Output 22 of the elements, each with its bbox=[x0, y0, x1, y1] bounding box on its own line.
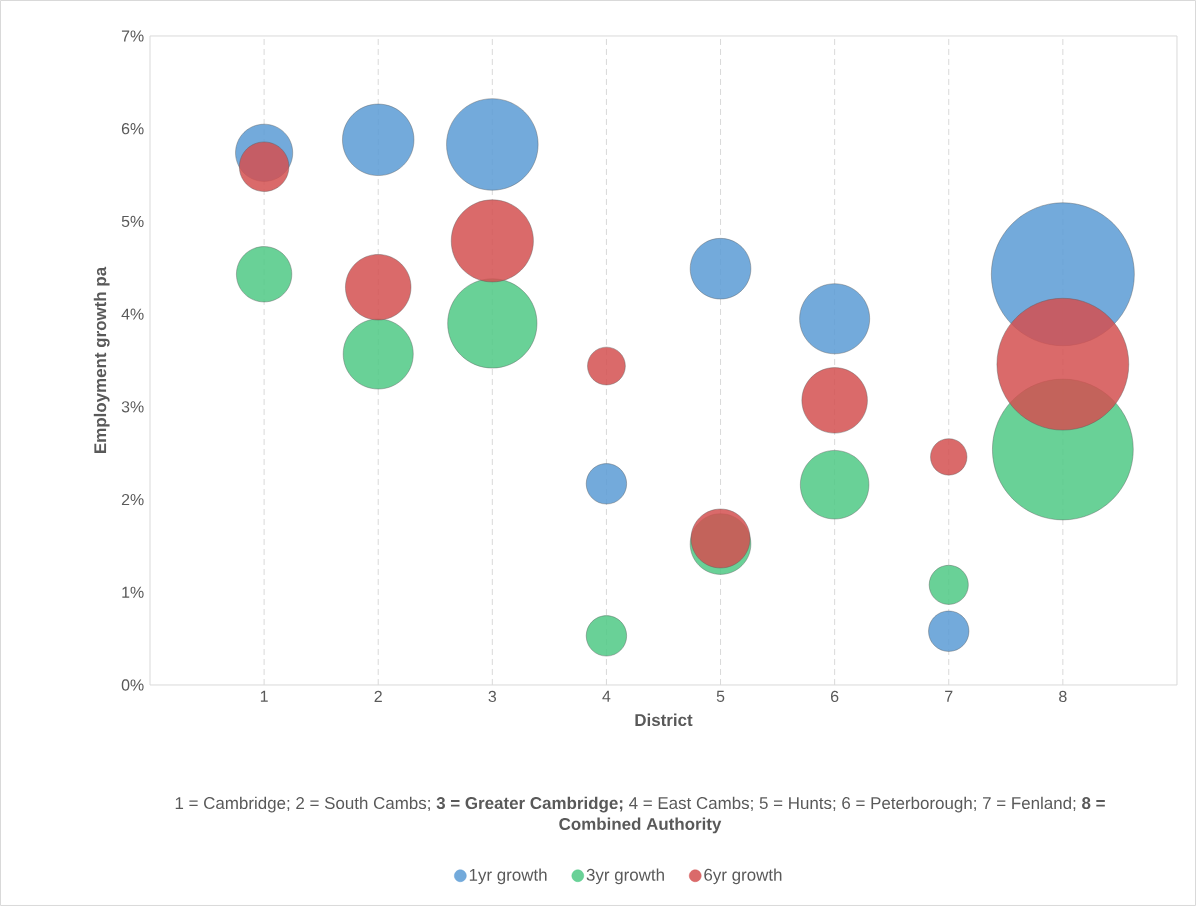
y-tick-label: 3% bbox=[121, 401, 144, 413]
text: 1 = Cambridge; 2 = South Cambs; 3 = Greater Cambridge; 4 = East Cambs; 5 = Hunts; 6 = Peterborough; 7 = Fenland; 8 = Combined Authority bbox=[175, 796, 1105, 834]
legend-label: 3yr growth bbox=[586, 868, 664, 885]
x-tick-label: 6 bbox=[831, 690, 839, 703]
legend-label: 6yr growth bbox=[704, 868, 782, 885]
y-tick-label: 4% bbox=[121, 308, 144, 320]
y-axis-title: Employment growth pa bbox=[93, 266, 110, 453]
x-tick-label: 1 bbox=[260, 690, 268, 702]
y-tick-label: 1% bbox=[122, 586, 144, 598]
x-tick-label: 2 bbox=[374, 690, 382, 702]
y-tick-label: 7% bbox=[121, 30, 144, 42]
x-tick-label: 5 bbox=[716, 690, 725, 702]
y-tick-label: 5% bbox=[121, 215, 144, 228]
x-tick-label: 7 bbox=[945, 690, 953, 702]
x-tick-label: 4 bbox=[602, 690, 611, 702]
y-tick-label: 6% bbox=[121, 123, 144, 135]
y-tick-label: 0% bbox=[121, 679, 144, 691]
legend-label: 1yr growth bbox=[469, 868, 547, 885]
x-axis-title: District bbox=[635, 713, 693, 727]
y-tick-label: 2% bbox=[121, 493, 144, 506]
x-tick-label: 8 bbox=[1059, 690, 1067, 703]
x-tick-label: 3 bbox=[488, 690, 497, 703]
